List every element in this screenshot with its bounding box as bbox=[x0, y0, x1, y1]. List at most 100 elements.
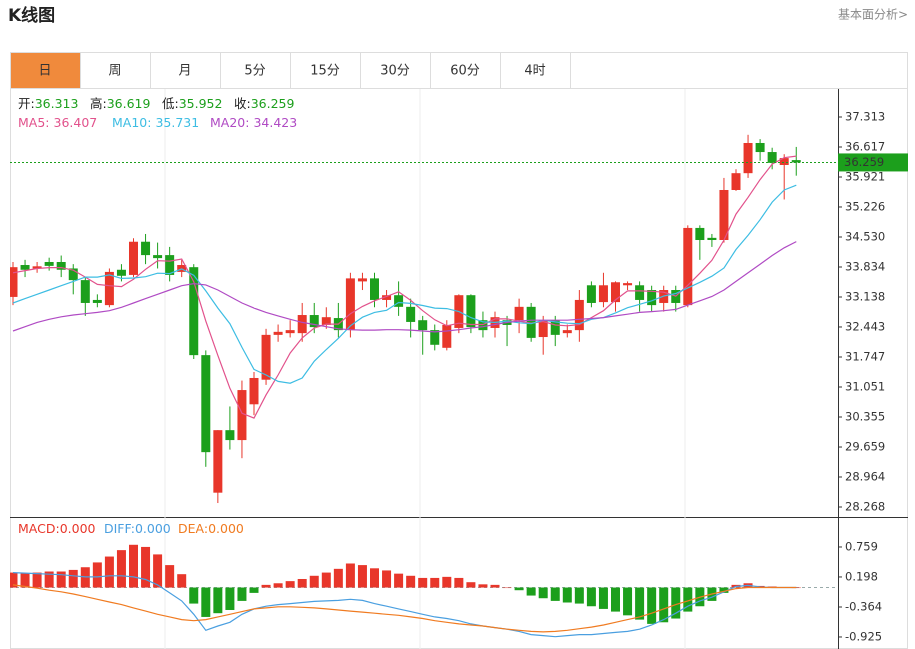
tab-label[interactable]: 60分 bbox=[450, 64, 480, 79]
candle-body bbox=[201, 355, 211, 453]
ohlc-legend-value: 36.619 bbox=[107, 96, 151, 111]
last-price-label: 36.259 bbox=[844, 155, 884, 169]
y-tick-label: 30.355 bbox=[845, 410, 885, 424]
macd-bar bbox=[333, 568, 343, 588]
candle-body bbox=[586, 285, 596, 303]
tab-label[interactable]: 日 bbox=[38, 64, 51, 79]
ma-legend-label: MA10: bbox=[112, 115, 151, 130]
candle-body bbox=[68, 268, 78, 281]
macd-bar bbox=[683, 587, 693, 612]
y-tick-label: 36.617 bbox=[845, 140, 885, 154]
macd-bar bbox=[430, 577, 440, 588]
candle-body bbox=[237, 390, 247, 441]
macd-bar bbox=[44, 571, 54, 588]
candle-body bbox=[285, 330, 295, 334]
candle-body bbox=[382, 295, 392, 300]
macd-bar bbox=[647, 587, 657, 624]
plot-area bbox=[10, 134, 838, 638]
candle-body bbox=[719, 189, 729, 241]
candle-body bbox=[683, 227, 693, 306]
candle-body bbox=[189, 267, 199, 356]
axes: 37.313 36.617 35.921 35.226 34.530 33.834 33.1… bbox=[838, 109, 908, 643]
tab-bg[interactable] bbox=[150, 52, 221, 89]
last-price-box bbox=[838, 153, 908, 172]
candle-body bbox=[273, 331, 283, 335]
candle-body bbox=[116, 269, 126, 276]
ohlc-legend: 开:36.313 bbox=[18, 96, 78, 111]
macd-bar bbox=[623, 587, 633, 616]
tab[interactable]: 60分 bbox=[430, 52, 501, 89]
macd-bar bbox=[68, 569, 78, 588]
candle-body bbox=[153, 255, 163, 259]
tab-label[interactable]: 5分 bbox=[244, 64, 265, 79]
tab-bg[interactable] bbox=[10, 52, 81, 89]
macd-bar bbox=[611, 587, 620, 612]
tab-label[interactable]: 4时 bbox=[524, 64, 545, 79]
macd-legend-value: 0.000 bbox=[208, 521, 244, 536]
y-tick-label: 34.530 bbox=[845, 229, 885, 243]
tab-label[interactable]: 月 bbox=[178, 64, 191, 79]
candle-body bbox=[562, 330, 572, 334]
tab-bg[interactable] bbox=[220, 52, 291, 89]
tab-label[interactable]: 15分 bbox=[310, 64, 340, 79]
candle-body bbox=[213, 430, 223, 493]
macd-bar bbox=[490, 584, 500, 588]
tab-label[interactable]: 周 bbox=[108, 64, 121, 79]
macd-bar bbox=[129, 544, 138, 588]
macd-bar bbox=[382, 570, 392, 588]
tab-bg[interactable] bbox=[430, 52, 501, 89]
macd-bar bbox=[671, 587, 681, 619]
tab-bg[interactable] bbox=[360, 52, 431, 89]
macd-bar bbox=[141, 546, 151, 588]
macd-bar bbox=[550, 587, 560, 601]
tab[interactable]: 15分 bbox=[290, 52, 361, 89]
candle-body bbox=[731, 173, 741, 190]
macd-bar bbox=[454, 577, 464, 588]
tab[interactable]: 4时 bbox=[500, 52, 571, 89]
candle-body bbox=[309, 315, 319, 328]
y-tick-label: -0.364 bbox=[845, 599, 882, 613]
tab[interactable]: 周 bbox=[80, 52, 151, 89]
candle-body bbox=[755, 142, 765, 153]
macd-bar bbox=[285, 581, 295, 588]
macd-legend: DEA:0.000 bbox=[178, 521, 244, 536]
candle-body bbox=[80, 280, 90, 303]
candle-body bbox=[20, 265, 30, 270]
candle-body bbox=[430, 330, 440, 345]
tab[interactable]: 日 bbox=[10, 52, 81, 89]
macd-bar bbox=[201, 587, 211, 617]
macd-bar bbox=[538, 587, 548, 599]
ma-legend-label: MA5: bbox=[18, 115, 50, 130]
candle-body bbox=[321, 317, 331, 325]
tab[interactable]: 月 bbox=[150, 52, 221, 89]
y-tick-label: 33.138 bbox=[845, 290, 885, 304]
macd-bar bbox=[357, 565, 367, 588]
ma-legend-value: 34.423 bbox=[253, 115, 297, 130]
ohlc-legend-label: 收: bbox=[234, 96, 251, 111]
macd-bar bbox=[20, 573, 30, 588]
ma-line bbox=[12, 184, 797, 384]
macd-bar bbox=[273, 583, 283, 588]
candle-body bbox=[56, 261, 66, 270]
macd-bar bbox=[719, 587, 729, 593]
analysis-link[interactable]: 基本面分析> bbox=[838, 8, 908, 22]
candle-body bbox=[225, 430, 235, 441]
tab[interactable]: 30分 bbox=[360, 52, 431, 89]
ma-line bbox=[12, 155, 797, 419]
ohlc-legend-label: 开: bbox=[18, 96, 35, 111]
candle-body bbox=[707, 237, 717, 241]
macd-bar bbox=[635, 587, 645, 620]
candle-body bbox=[418, 320, 428, 331]
ohlc-legend-value: 36.313 bbox=[35, 96, 79, 111]
tab-bg[interactable] bbox=[500, 52, 571, 89]
candle-body bbox=[249, 377, 259, 405]
macd-bar bbox=[321, 572, 331, 588]
tab[interactable]: 5分 bbox=[220, 52, 291, 89]
ma-line bbox=[12, 241, 797, 333]
macd-bar bbox=[478, 584, 488, 588]
candle-body bbox=[743, 142, 753, 174]
tab-label[interactable]: 30分 bbox=[380, 64, 410, 79]
candle-body bbox=[598, 285, 608, 303]
